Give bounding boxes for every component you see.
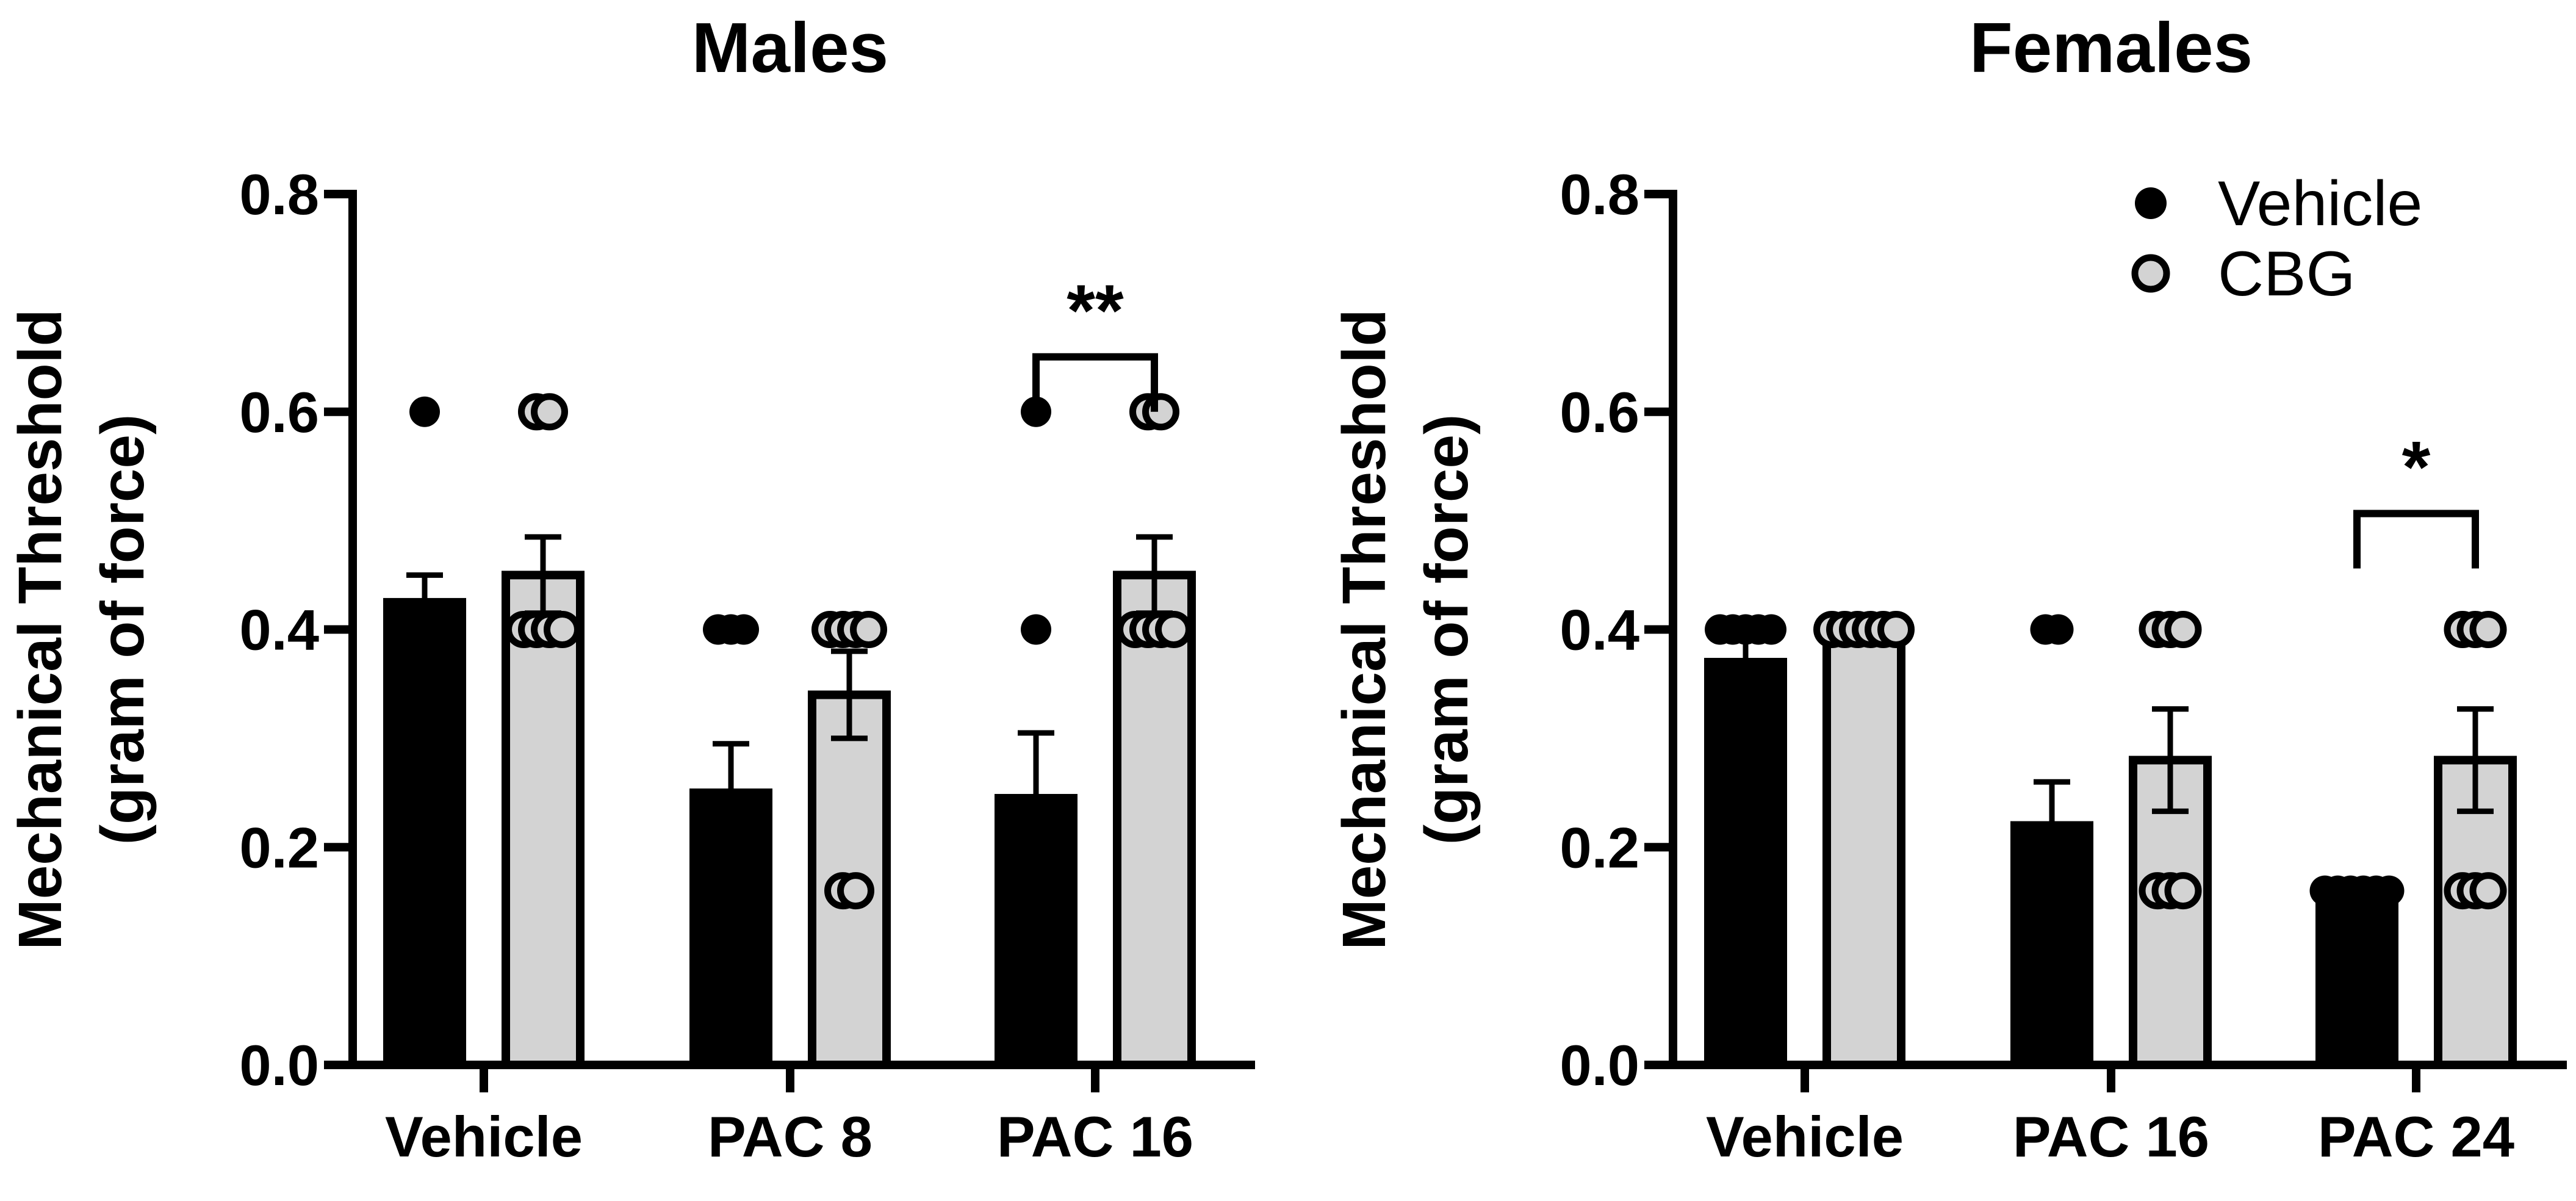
- data-point: [850, 611, 887, 648]
- y-axis-label: (gram of force): [88, 414, 157, 845]
- bar: [1704, 658, 1787, 1069]
- y-tick-label: 0.0: [1560, 1033, 1639, 1097]
- data-point: [1756, 614, 1786, 645]
- y-tick-label: 0.8: [239, 162, 319, 226]
- data-point: [2373, 875, 2405, 906]
- x-tick-label: Vehicle: [385, 1105, 583, 1169]
- data-point: [409, 396, 440, 427]
- x-tick-label: PAC 8: [708, 1105, 872, 1169]
- y-tick-label: 0.8: [1560, 162, 1639, 226]
- data-point: [1021, 614, 1051, 645]
- y-tick-label: 0.6: [239, 380, 319, 444]
- legend-label: Vehicle: [2218, 168, 2422, 239]
- data-point: [531, 393, 568, 431]
- chart-title: Females: [1970, 8, 2253, 87]
- legend-label: CBG: [2218, 239, 2355, 309]
- x-tick-label: Vehicle: [1706, 1105, 1904, 1169]
- data-point: [435, 614, 466, 645]
- bar: [1822, 625, 1905, 1069]
- y-tick-label: 0.4: [1560, 598, 1639, 662]
- significance-bracket: [1032, 353, 1158, 412]
- data-point: [2469, 611, 2507, 648]
- data-point: [1040, 875, 1071, 906]
- data-point: [729, 875, 759, 906]
- significance-bracket: [2353, 510, 2479, 569]
- y-axis-label: Mechanical Threshold: [1330, 309, 1398, 950]
- y-tick-label: 0.4: [239, 598, 319, 662]
- x-tick-label: PAC 16: [997, 1105, 1193, 1169]
- significance-label: *: [2402, 427, 2431, 508]
- data-point: [1142, 393, 1179, 431]
- data-point: [837, 872, 874, 910]
- data-point: [2469, 872, 2507, 910]
- bar: [502, 571, 585, 1069]
- bar: [2315, 886, 2398, 1069]
- data-point: [729, 614, 759, 645]
- y-tick-label: 0.2: [239, 815, 319, 879]
- significance-label: **: [1067, 270, 1124, 352]
- data-point: [1877, 611, 1915, 648]
- legend-marker: [2131, 254, 2170, 293]
- y-tick-label: 0.0: [239, 1033, 319, 1097]
- data-point: [2164, 872, 2202, 910]
- chart-title: Males: [692, 8, 888, 87]
- data-point: [1730, 875, 1761, 906]
- bar: [1113, 571, 1196, 1069]
- legend-marker: [2135, 187, 2167, 219]
- y-axis-label: (gram of force): [1412, 414, 1481, 845]
- chart-panel-2: Females Mechanical Threshold (gram of forc…: [1330, 8, 2567, 1169]
- y-tick-label: 0.2: [1560, 815, 1639, 879]
- x-tick-label: PAC 24: [2318, 1105, 2514, 1169]
- data-point: [1155, 611, 1192, 648]
- data-point: [2043, 614, 2074, 645]
- bar: [383, 597, 466, 1069]
- y-axis-label: Mechanical Threshold: [6, 309, 74, 950]
- x-tick-label: PAC 16: [2013, 1105, 2209, 1169]
- y-tick-label: 0.6: [1560, 380, 1639, 444]
- chart-panel-1: Males Mechanical Threshold (gram of force)…: [6, 8, 1255, 1169]
- data-point: [2164, 611, 2202, 648]
- data-point: [544, 611, 581, 648]
- data-point: [2056, 875, 2087, 906]
